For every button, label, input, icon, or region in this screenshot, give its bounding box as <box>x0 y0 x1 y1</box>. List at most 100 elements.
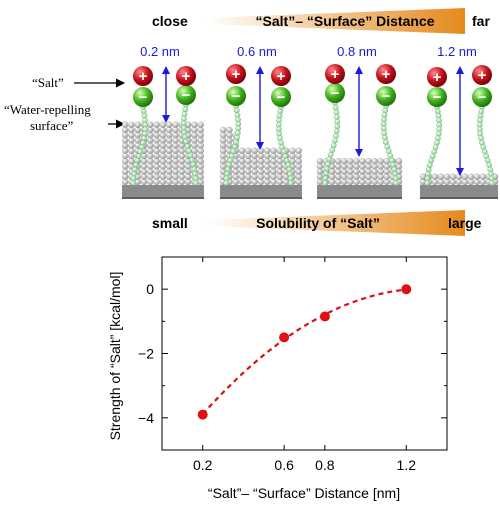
side-labels: “Salt” “Water-repelling surface” <box>4 75 125 133</box>
chart-ticks: 0.2 0.6 0.8 1.2 0 −2 −4 <box>138 256 447 473</box>
chain-bead <box>329 147 336 153</box>
x-tick-label: 0.6 <box>274 457 294 473</box>
solubility-banner-title: Solubility of “Salt” <box>256 215 380 231</box>
chain-bead <box>488 180 495 186</box>
surface-bead <box>219 126 227 134</box>
chain-bead <box>322 180 329 186</box>
cation-symbol: + <box>331 66 340 83</box>
chain-bead <box>383 139 389 145</box>
anion-sphere <box>271 87 291 107</box>
chain-bead <box>382 107 389 114</box>
anion-symbol: − <box>478 89 487 106</box>
chain-bead <box>332 104 339 111</box>
trend-line <box>201 288 407 415</box>
strength-chart: 0.2 0.6 0.8 1.2 0 −2 −4 “Salt”– “Surface” Dist… <box>107 256 448 501</box>
surface-bead <box>238 147 246 155</box>
cation-symbol: + <box>232 66 241 83</box>
surface-bead <box>270 147 277 155</box>
anion-symbol: − <box>277 89 286 106</box>
chain-bead <box>392 171 398 177</box>
chain-bead <box>323 170 329 177</box>
surface-bead <box>257 147 265 155</box>
chain-bead <box>235 125 241 132</box>
surface-bead <box>226 126 233 134</box>
surface-bead <box>251 147 258 155</box>
anion-sphere <box>226 86 246 106</box>
x-tick-label: 0.8 <box>315 457 335 473</box>
chain-bead <box>333 128 340 134</box>
data-point-3 <box>319 311 330 322</box>
distance-banner-right-label: far <box>472 13 490 29</box>
chain-bead <box>182 106 188 113</box>
anion-sphere <box>427 87 447 107</box>
chain-bead <box>324 161 331 167</box>
solubility-banner: small Solubility of “Salt” large <box>152 210 482 236</box>
cation-sphere <box>226 64 246 84</box>
cation-symbol: + <box>182 68 191 85</box>
chain-bead <box>233 107 240 114</box>
surface-base-edge <box>122 197 204 199</box>
cation-symbol: + <box>433 69 442 86</box>
surface-base-edge <box>220 197 302 199</box>
chain-bead <box>224 171 230 177</box>
surface-bead <box>467 173 475 181</box>
surface-panels: − + − + − + − + − + − + − + − + <box>121 64 499 199</box>
panel-1: − + − + <box>121 66 205 199</box>
x-tick-label: 0.2 <box>193 457 213 473</box>
surface-bead <box>347 157 354 165</box>
surface-bead <box>377 157 384 165</box>
panel-2: − + − + <box>219 64 302 199</box>
solubility-banner-left-label: small <box>152 215 188 231</box>
cation-sphere <box>133 66 153 86</box>
anion-sphere <box>376 86 396 106</box>
distance-label-1: 0.2 nm <box>140 44 180 59</box>
surface-base-edge <box>317 197 402 199</box>
chain-bead <box>435 135 441 142</box>
chain-bead <box>333 109 340 116</box>
surface-base-plate <box>220 185 302 197</box>
chain-bead <box>183 138 189 145</box>
chain-bead <box>192 180 199 186</box>
surface-bead <box>191 121 198 129</box>
surface-bead <box>316 157 324 165</box>
chain-bead <box>141 135 147 142</box>
chain-bead <box>180 125 187 131</box>
y-tick-label: −4 <box>138 410 154 426</box>
data-point-1 <box>197 409 208 420</box>
distance-label-2: 0.6 nm <box>237 44 277 59</box>
surface-base-edge <box>420 197 498 199</box>
solubility-banner-right-label: large <box>448 215 482 231</box>
distance-banner-wedge <box>207 8 465 34</box>
anion-symbol: − <box>182 87 191 104</box>
anion-symbol: − <box>433 89 442 106</box>
chain-bead <box>191 166 198 172</box>
cation-sphere <box>271 66 291 86</box>
surface-bead <box>335 157 342 165</box>
x-axis-title: “Salt”– “Surface” Distance [nm] <box>208 485 400 501</box>
chain-bead <box>190 161 196 168</box>
distance-banner: close “Salt”– “Surface” Distance far <box>152 8 490 34</box>
surface-bead <box>437 173 445 181</box>
data-point-4 <box>401 284 412 295</box>
distance-banner-title: “Salt”– “Surface” Distance <box>256 13 435 29</box>
surface-bead <box>449 173 457 181</box>
panel-4: − + − + <box>419 65 499 199</box>
surface-bead <box>371 157 378 165</box>
chain-bead <box>322 175 329 182</box>
surface-bead <box>159 121 167 129</box>
chain-bead <box>223 180 229 186</box>
chain-bead <box>478 135 484 142</box>
anion-sphere <box>176 85 196 105</box>
surface-bead <box>473 173 481 181</box>
cation-symbol: + <box>277 68 286 85</box>
surface-bead <box>172 121 179 129</box>
surface-bead <box>134 121 142 129</box>
chain-bead <box>323 166 330 172</box>
surface-bead <box>431 173 439 181</box>
chain-bead <box>181 129 187 136</box>
surface-bead <box>383 157 390 165</box>
cation-sphere <box>427 67 447 87</box>
surface-label-line1: “Water-repelling <box>4 102 91 117</box>
distance-labels: 0.2 nm 0.6 nm 0.8 nm 1.2 nm <box>140 44 477 59</box>
